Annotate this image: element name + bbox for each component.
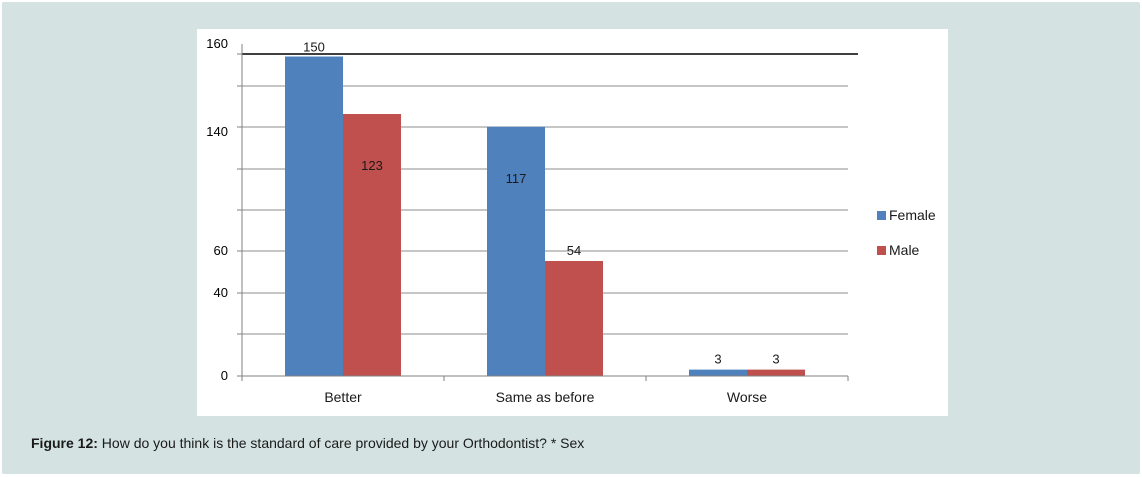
legend-swatch-male <box>877 246 886 255</box>
data-label: 117 <box>506 171 527 186</box>
y-tick-label: 40 <box>214 285 228 300</box>
data-label: 3 <box>714 352 721 367</box>
bar-female-1 <box>285 56 343 376</box>
bar-chart: 150 123 117 54 3 3 160 140 60 40 0 Better Same as be… <box>206 36 936 405</box>
chart-panel: 150 123 117 54 3 3 160 140 60 40 0 Better Same as be… <box>197 29 948 416</box>
bar-male-1 <box>343 114 401 376</box>
data-label: 123 <box>361 158 383 173</box>
y-tick-label: 140 <box>206 124 228 139</box>
y-tick-label: 0 <box>221 368 228 383</box>
x-tick-label: Same as before <box>496 389 595 405</box>
x-tick-label: Worse <box>727 389 767 405</box>
bar-female-2 <box>487 126 545 376</box>
legend-label-female: Female <box>889 207 936 223</box>
data-label: 3 <box>772 352 779 367</box>
y-tick-label: 60 <box>214 243 228 258</box>
legend-label-male: Male <box>889 242 920 258</box>
data-label: 54 <box>567 243 581 258</box>
caption-label: Figure 12: <box>31 435 98 451</box>
x-tick-label: Better <box>324 389 362 405</box>
bar-female-3 <box>689 369 747 376</box>
bar-male-3 <box>747 369 805 376</box>
y-tick-label: 160 <box>206 36 228 51</box>
figure-caption: Figure 12: How do you think is the stand… <box>31 435 584 451</box>
caption-text: How do you think is the standard of care… <box>101 435 585 451</box>
bar-male-2 <box>545 260 603 376</box>
data-label: 150 <box>303 40 325 55</box>
legend-swatch-female <box>877 211 886 220</box>
